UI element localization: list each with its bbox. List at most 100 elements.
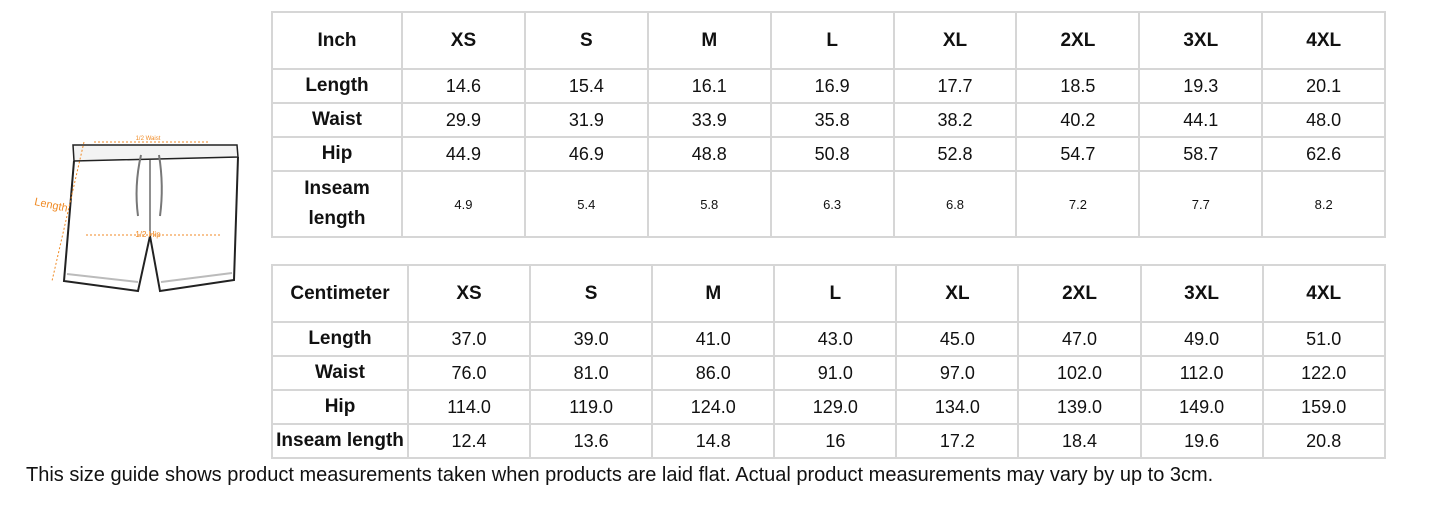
cell: 58.7: [1138, 136, 1264, 172]
cell: 52.8: [892, 136, 1018, 172]
table-row: Inseam length 4.9 5.4 5.8 6.3 6.8 7.2 7.7…: [271, 170, 1387, 238]
size-header: 2XL: [1015, 11, 1141, 70]
footnote: This size guide shows product measuremen…: [26, 464, 1214, 486]
cell: 48.8: [646, 136, 772, 172]
size-header: S: [529, 264, 654, 323]
table-row: Hip 44.9 46.9 48.8 50.8 52.8 54.7 58.7 6…: [271, 136, 1387, 172]
cell: 54.7: [1015, 136, 1141, 172]
cell: 40.2: [1015, 102, 1141, 138]
cell: 19.3: [1138, 68, 1264, 104]
unit-header: Centimeter: [271, 264, 409, 323]
cell: 46.9: [523, 136, 649, 172]
cell: 31.9: [523, 102, 649, 138]
cell: 86.0: [651, 355, 776, 391]
table-row: Waist 29.9 31.9 33.9 35.8 38.2 40.2 44.1…: [271, 102, 1387, 138]
cell: 44.9: [401, 136, 526, 172]
cell: 48.0: [1261, 102, 1387, 138]
cell: 35.8: [769, 102, 895, 138]
cell: 37.0: [406, 321, 532, 357]
row-label-line: length: [308, 208, 366, 229]
row-label: Hip: [271, 389, 409, 425]
cell: 18.5: [1015, 68, 1141, 104]
table-row: Length 14.6 15.4 16.1 16.9 17.7 18.5 19.…: [271, 68, 1387, 104]
size-header: 4XL: [1261, 264, 1386, 323]
cell: 16: [773, 423, 898, 459]
cell: 20.8: [1261, 423, 1386, 459]
hip-label: 1/2 Hip: [135, 230, 161, 239]
cell: 41.0: [651, 321, 776, 357]
cell: 102.0: [1017, 355, 1142, 391]
size-header: 4XL: [1261, 11, 1387, 70]
table-row: Inseam length 12.4 13.6 14.8 16 17.2 18.…: [271, 423, 1386, 459]
size-header: XS: [401, 11, 526, 70]
cell: 7.7: [1138, 170, 1264, 238]
cell: 149.0: [1139, 389, 1264, 425]
cell: 15.4: [523, 68, 649, 104]
table-row: Waist 76.0 81.0 86.0 91.0 97.0 102.0 112…: [271, 355, 1386, 391]
size-header: L: [769, 11, 895, 70]
row-label-line: Inseam: [304, 178, 370, 199]
shorts-measurement-diagram: 1/2 Waist 1/2 Hip Length: [33, 136, 239, 293]
cell: 159.0: [1261, 389, 1386, 425]
cell: 29.9: [401, 102, 526, 138]
size-header: XL: [892, 11, 1018, 70]
cell: 20.1: [1261, 68, 1387, 104]
header-row: Inch XS S M L XL 2XL 3XL 4XL: [271, 11, 1387, 70]
cell: 129.0: [773, 389, 898, 425]
cell: 76.0: [406, 355, 532, 391]
cell: 17.2: [895, 423, 1020, 459]
cell: 4.9: [401, 170, 526, 238]
cell: 14.6: [401, 68, 526, 104]
cell: 6.8: [892, 170, 1018, 238]
size-header: S: [523, 11, 649, 70]
cell: 16.9: [769, 68, 895, 104]
cell: 7.2: [1015, 170, 1141, 238]
row-label: Inseam length: [271, 170, 403, 238]
cell: 47.0: [1017, 321, 1142, 357]
cell: 14.8: [651, 423, 776, 459]
cell: 134.0: [895, 389, 1020, 425]
size-header: 3XL: [1139, 264, 1264, 323]
length-label: Length: [33, 196, 68, 215]
cell: 12.4: [406, 423, 532, 459]
cell: 8.2: [1261, 170, 1387, 238]
table-row: Length 37.0 39.0 41.0 43.0 45.0 47.0 49.…: [271, 321, 1386, 357]
cell: 114.0: [406, 389, 532, 425]
cell: 50.8: [769, 136, 895, 172]
cell: 112.0: [1139, 355, 1264, 391]
cell: 97.0: [895, 355, 1020, 391]
cell: 51.0: [1261, 321, 1386, 357]
size-header: L: [773, 264, 898, 323]
size-header: XS: [406, 264, 532, 323]
centimeter-size-table: Centimeter XS S M L XL 2XL 3XL 4XL Lengt…: [271, 264, 1386, 459]
row-label: Waist: [271, 102, 403, 138]
row-label: Hip: [271, 136, 403, 172]
size-header: 2XL: [1017, 264, 1142, 323]
cell: 49.0: [1139, 321, 1264, 357]
cell: 19.6: [1139, 423, 1264, 459]
size-header: M: [651, 264, 776, 323]
cell: 13.6: [529, 423, 654, 459]
size-header: XL: [895, 264, 1020, 323]
table-row: Hip 114.0 119.0 124.0 129.0 134.0 139.0 …: [271, 389, 1386, 425]
cell: 81.0: [529, 355, 654, 391]
cell: 124.0: [651, 389, 776, 425]
cell: 38.2: [892, 102, 1018, 138]
inch-size-table: Inch XS S M L XL 2XL 3XL 4XL Length 14.6…: [271, 11, 1387, 238]
cell: 91.0: [773, 355, 898, 391]
waist-label: 1/2 Waist: [136, 136, 161, 142]
row-label: Waist: [271, 355, 409, 391]
size-header: 3XL: [1138, 11, 1264, 70]
header-row: Centimeter XS S M L XL 2XL 3XL 4XL: [271, 264, 1386, 323]
cell: 39.0: [529, 321, 654, 357]
cell: 62.6: [1261, 136, 1387, 172]
cell: 122.0: [1261, 355, 1386, 391]
cell: 119.0: [529, 389, 654, 425]
size-header: M: [646, 11, 772, 70]
cell: 6.3: [769, 170, 895, 238]
cell: 139.0: [1017, 389, 1142, 425]
cell: 16.1: [646, 68, 772, 104]
row-label: Length: [271, 321, 409, 357]
cell: 33.9: [646, 102, 772, 138]
cell: 5.8: [646, 170, 772, 238]
